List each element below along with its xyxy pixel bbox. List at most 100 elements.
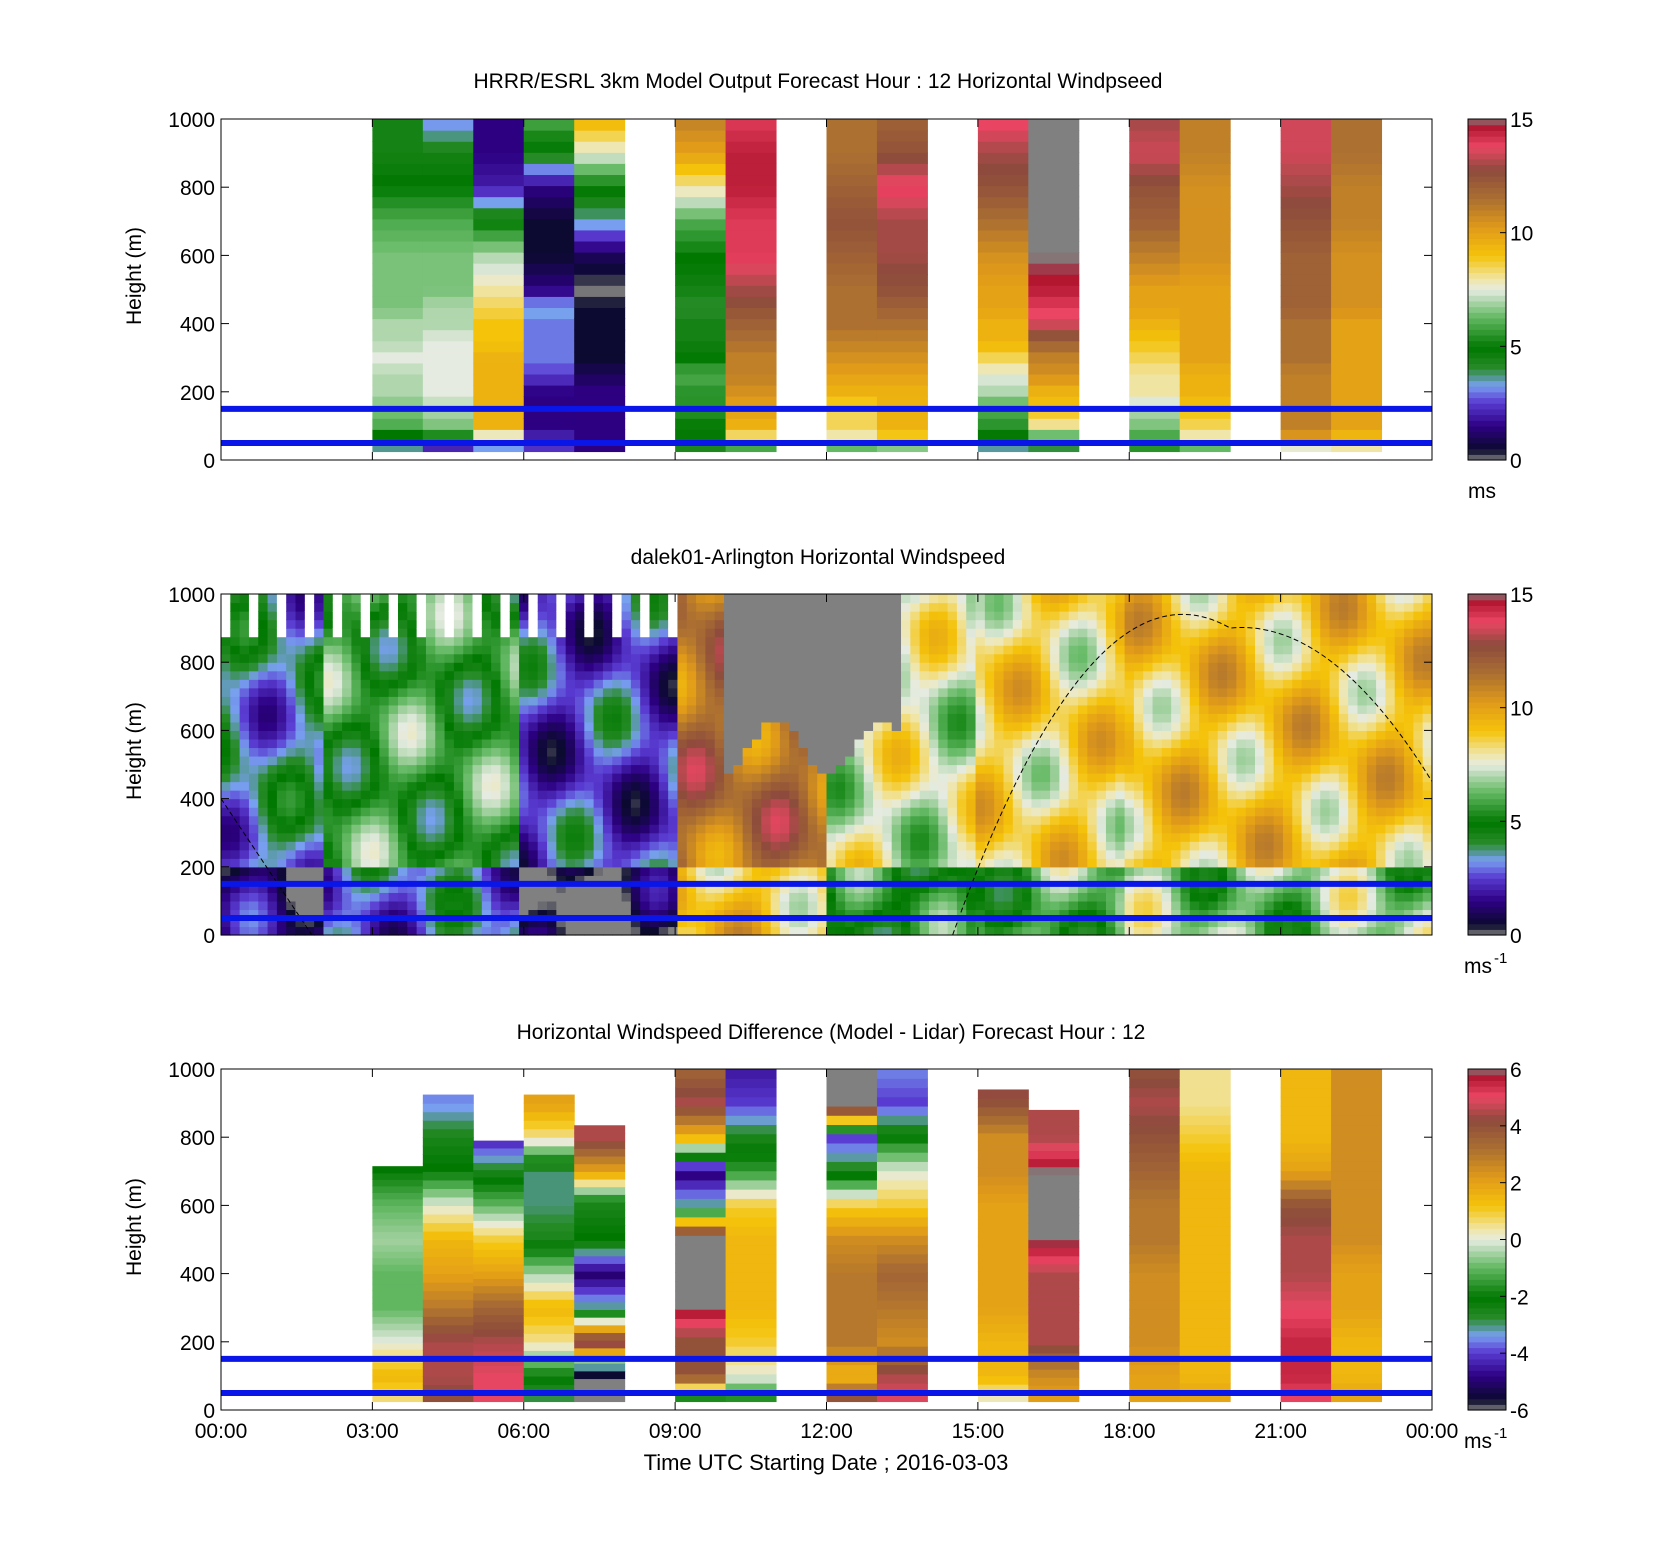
heatmap-cell: [985, 756, 995, 765]
heatmap-cell: [379, 892, 389, 901]
heatmap-cell: [500, 705, 510, 714]
heatmap-cell: [389, 654, 399, 663]
heatmap-cell: [473, 141, 524, 153]
heatmap-cell: [901, 782, 911, 791]
colorbar-swatch: [1468, 136, 1506, 142]
heatmap-cell: [1180, 174, 1231, 186]
heatmap-cell: [985, 628, 995, 637]
heatmap-cell: [1236, 603, 1246, 612]
heatmap-cell: [827, 418, 878, 430]
heatmap-cell: [845, 773, 855, 782]
heatmap-cell: [491, 637, 501, 646]
heatmap-cell: [640, 645, 650, 654]
heatmap-cell: [333, 926, 343, 935]
heatmap-cell: [640, 901, 650, 910]
heatmap-cell: [622, 892, 632, 901]
heatmap-cell: [240, 892, 250, 901]
heatmap-cell: [976, 688, 986, 697]
heatmap-cell: [268, 713, 278, 722]
heatmap-cell: [659, 867, 669, 876]
heatmap-cell: [845, 790, 855, 799]
heatmap-cell: [882, 901, 892, 910]
heatmap-cell: [445, 705, 455, 714]
heatmap-cell: [929, 816, 939, 825]
heatmap-cell: [1236, 628, 1246, 637]
heatmap-cell: [1171, 756, 1181, 765]
heatmap-cell: [556, 833, 566, 842]
heatmap-cell: [1227, 858, 1237, 867]
heatmap-cell: [1162, 637, 1172, 646]
heatmap-cell: [528, 841, 538, 850]
heatmap-cell: [491, 645, 501, 654]
heatmap-cell: [305, 654, 315, 663]
heatmap-cell: [1190, 807, 1200, 816]
heatmap-cell: [901, 807, 911, 816]
heatmap-cell: [1115, 671, 1125, 680]
heatmap-cell: [249, 705, 259, 714]
heatmap-cell: [1028, 418, 1079, 430]
heatmap-cell: [351, 816, 361, 825]
heatmap-cell: [1218, 739, 1228, 748]
heatmap-cell: [314, 594, 324, 603]
heatmap-cell: [1097, 773, 1107, 782]
heatmap-cell: [659, 637, 669, 646]
heatmap-cell: [877, 341, 928, 353]
heatmap-cell: [877, 274, 928, 286]
heatmap-cell: [240, 790, 250, 799]
heatmap-cell: [258, 816, 268, 825]
heatmap-cell: [761, 867, 771, 876]
heatmap-cell: [901, 696, 911, 705]
heatmap-cell: [1115, 816, 1125, 825]
heatmap-cell: [575, 782, 585, 791]
heatmap-cell: [845, 824, 855, 833]
heatmap-cell: [372, 296, 423, 308]
heatmap-cell: [864, 688, 874, 697]
heatmap-cell: [920, 799, 930, 808]
heatmap-cell: [929, 722, 939, 731]
heatmap-cell: [1003, 901, 1013, 910]
heatmap-cell: [1078, 926, 1088, 935]
heatmap-cell: [910, 696, 920, 705]
heatmap-cell: [426, 747, 436, 756]
heatmap-cell: [677, 696, 687, 705]
heatmap-cell: [426, 671, 436, 680]
heatmap-cell: [1143, 756, 1153, 765]
heatmap-cell: [1218, 628, 1228, 637]
heatmap-cell: [584, 782, 594, 791]
heatmap-cell: [1208, 790, 1218, 799]
panel-title: HRRR/ESRL 3km Model Output Forecast Hour…: [473, 70, 1162, 93]
heatmap-cell: [873, 713, 883, 722]
heatmap-cell: [524, 296, 575, 308]
heatmap-cell: [1199, 790, 1209, 799]
heatmap-cell: [556, 671, 566, 680]
heatmap-cell: [556, 662, 566, 671]
heatmap-cell: [1199, 756, 1209, 765]
heatmap-cell: [966, 705, 976, 714]
heatmap-cell: [668, 696, 678, 705]
heatmap-cell: [538, 722, 548, 731]
heatmap-cell: [500, 790, 510, 799]
heatmap-cell: [1087, 816, 1097, 825]
heatmap-cell: [482, 594, 492, 603]
heatmap-cell: [268, 892, 278, 901]
heatmap-cell: [510, 833, 520, 842]
heatmap-cell: [938, 773, 948, 782]
heatmap-cell: [221, 705, 231, 714]
heatmap-cell: [780, 679, 790, 688]
heatmap-cell: [258, 739, 268, 748]
heatmap-cell: [1190, 926, 1200, 935]
heatmap-cell: [221, 756, 231, 765]
heatmap-cell: [877, 119, 928, 131]
heatmap-cell: [1050, 807, 1060, 816]
heatmap-cell: [574, 174, 625, 186]
heatmap-cell: [524, 230, 575, 242]
heatmap-cell: [808, 628, 818, 637]
heatmap-cell: [566, 799, 576, 808]
heatmap-cell: [538, 850, 548, 859]
heatmap-cell: [920, 765, 930, 774]
heatmap-cell: [1281, 241, 1332, 253]
heatmap-cell: [957, 637, 967, 646]
heatmap-cell: [473, 352, 524, 364]
heatmap-cell: [675, 230, 726, 242]
heatmap-cell: [286, 790, 296, 799]
